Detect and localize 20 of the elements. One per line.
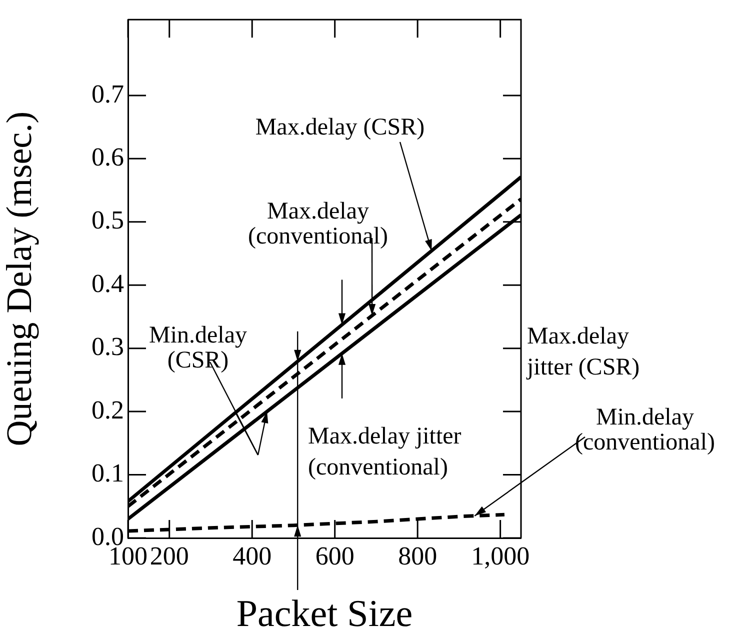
annotation: Max.delay jitter (conventional) [308, 423, 462, 480]
y-tick-label: 0.7 [92, 79, 124, 108]
y-tick-label: 0.2 [92, 395, 124, 424]
y-tick-label: 0.6 [92, 142, 124, 172]
x-tick-label: 400 [232, 541, 272, 570]
x-axis-title: Packet Size [236, 593, 413, 636]
y-axis-title: Queuing Delay (msec.) [0, 111, 40, 446]
text: Max.delay jitter (CSR) [526, 323, 640, 380]
annotation: Min.delay (conventional) [575, 404, 715, 456]
x-tick-label: 1,000 [471, 541, 530, 570]
annotation: Max.delay (CSR) [255, 114, 425, 140]
y-tick-label: 0.5 [92, 206, 124, 235]
y-tick-label: 0.3 [92, 332, 124, 362]
annotation: Max.delay (conventional) [248, 198, 388, 250]
x-tick-label: 200 [150, 541, 189, 570]
y-tick-label: 0.1 [92, 458, 124, 488]
y-tick-label: 0.4 [92, 268, 124, 298]
annotation: Min.delay (CSR) [149, 322, 247, 374]
x-tick-label: 600 [315, 541, 354, 570]
x-tick-label: 800 [398, 541, 438, 570]
